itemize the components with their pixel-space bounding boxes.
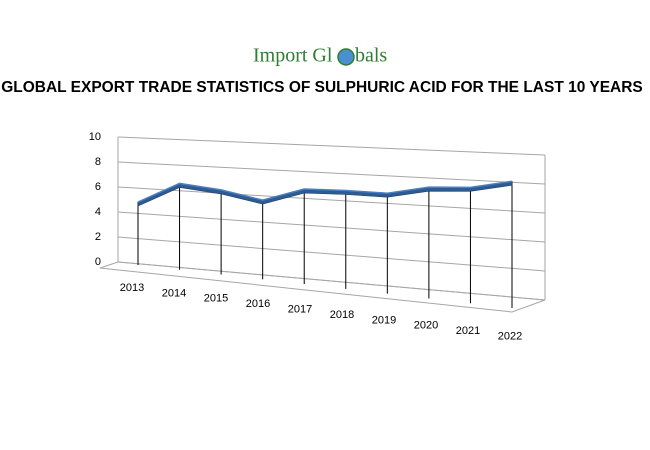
y-tick-label: 0	[95, 256, 101, 268]
y-tick-label: 2	[95, 231, 101, 243]
logo: Import Gl bals	[253, 45, 387, 67]
line	[137, 180, 513, 203]
logo-right: bals	[355, 45, 387, 67]
y-tick-label: 8	[95, 156, 101, 168]
x-tick-label: 2020	[414, 320, 438, 332]
x-tick-label: 2019	[372, 314, 396, 326]
x-tick-label: 2017	[288, 304, 312, 316]
x-tick-label: 2018	[330, 309, 354, 321]
chart-title: GLOBAL EXPORT TRADE STATISTICS OF SULPHU…	[1, 79, 643, 96]
y-tick-label: 4	[95, 206, 101, 218]
y-tick-label: 6	[95, 181, 101, 193]
plot: 0 2 4 6 8 10 2013 2014 2015 2016 2017 2018 2019 2020 2…	[89, 131, 546, 343]
logo-globe	[337, 48, 355, 66]
logo-left: Import Gl	[253, 45, 333, 67]
grid-line	[117, 211, 546, 243]
grid-line	[117, 236, 546, 272]
grid-line	[117, 161, 546, 185]
x-tick-label: 2021	[456, 325, 480, 337]
grid-line	[117, 136, 546, 156]
y-tick-label: 10	[89, 131, 101, 143]
x-tick-label: 2014	[162, 287, 186, 299]
x-tick-label: 2015	[204, 293, 228, 305]
x-tick-label: 2022	[498, 331, 522, 343]
x-tick-label: 2016	[246, 298, 270, 310]
grid-line	[117, 261, 546, 301]
x-tick-label: 2013	[120, 282, 144, 294]
grid-line	[117, 186, 546, 214]
